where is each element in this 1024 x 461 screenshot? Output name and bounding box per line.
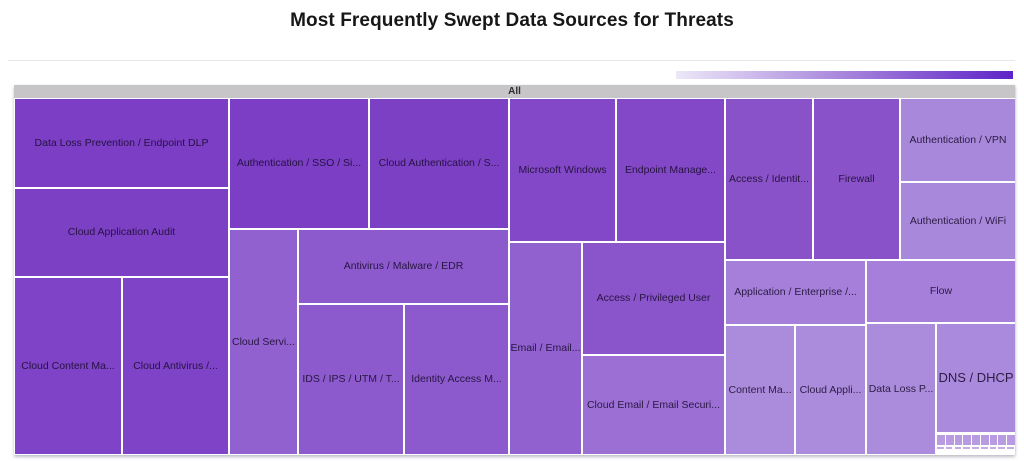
treemap-cell-label: Cloud Application Audit (67, 226, 176, 239)
treemap-cell-label: Flow (929, 285, 953, 298)
treemap-cell[interactable]: Application / Enterprise /... (726, 261, 865, 324)
treemap-mini-cell[interactable] (980, 435, 989, 452)
treemap-cell-label: Access / Identit... (729, 172, 809, 185)
treemap-mini-cell-label-dash (945, 447, 953, 449)
treemap-cell-label: Cloud Content Ma... (21, 359, 115, 372)
treemap-cell[interactable]: Microsoft Windows (510, 99, 615, 241)
chart-title: Most Frequently Swept Data Sources for T… (290, 10, 734, 31)
treemap-cell[interactable]: Cloud Content Ma... (15, 278, 121, 454)
treemap-mini-cell-rect (998, 435, 1007, 445)
treemap-cell[interactable]: Cloud Authentication / S... (370, 99, 508, 228)
treemap-cell[interactable]: Authentication / SSO / Si... (230, 99, 368, 228)
treemap-mini-cell-rect (972, 435, 980, 445)
treemap-cell-label: Access / Privileged User (596, 292, 711, 305)
treemap-mini-cell-label-dash (980, 447, 988, 449)
treemap-root-header[interactable]: All (14, 85, 1015, 98)
treemap-cell[interactable]: Identity Access M... (405, 305, 508, 454)
treemap-cell-label: Application / Enterprise /... (734, 286, 857, 299)
treemap-cell-label: Cloud Antivirus /... (133, 359, 218, 372)
treemap-cell-label: Cloud Appli... (799, 383, 862, 396)
treemap-mini-cell-rect (989, 435, 998, 445)
treemap-mini-cell[interactable] (998, 435, 1007, 452)
treemap-cell-label: DNS / DHCP (938, 369, 1014, 385)
treemap-cell-label: IDS / IPS / UTM / T... (302, 373, 400, 386)
treemap-cell[interactable]: Cloud Email / Email Securi... (583, 356, 724, 454)
header-divider (8, 60, 1015, 61)
treemap-mini-cell[interactable] (963, 435, 972, 452)
treemap-mini-cell-label-dash (937, 447, 944, 449)
treemap-cell-label: Microsoft Windows (518, 163, 607, 176)
treemap-cell-label: Endpoint Manage... (624, 163, 717, 176)
treemap-cell-label: Firewall (838, 172, 875, 185)
treemap-cell-label: Cloud Servi... (231, 335, 296, 348)
treemap-mini-cell-label-dash (972, 447, 979, 449)
treemap-cell-label: Identity Access M... (411, 373, 502, 386)
treemap-root-label: All (508, 86, 521, 97)
treemap-cell[interactable]: Cloud Servi... (230, 230, 297, 454)
treemap-mini-cell-label-dash (963, 447, 970, 449)
treemap: All Data Loss Prevention / Endpoint DLP C… (14, 85, 1016, 455)
treemap-mini-cell-rect (954, 435, 963, 445)
treemap-cell[interactable]: Access / Identit... (726, 99, 812, 259)
treemap-cell-label: Authentication / WiFi (909, 214, 1007, 227)
treemap-cell[interactable]: Email / Email... (510, 243, 581, 454)
treemap-mini-cell-rect (963, 435, 972, 445)
treemap-mini-cell-label-dash (1007, 447, 1014, 449)
treemap-cell[interactable]: Cloud Application Audit (15, 189, 228, 276)
treemap-cell-label: Antivirus / Malware / EDR (343, 260, 464, 273)
treemap-cell[interactable]: DNS / DHCP (937, 324, 1015, 432)
treemap-cell-label: Cloud Email / Email Securi... (586, 398, 721, 411)
color-scale-legend (676, 71, 1013, 79)
treemap-cell[interactable]: Authentication / VPN (901, 99, 1015, 181)
treemap-cell[interactable]: Antivirus / Malware / EDR (299, 230, 508, 303)
treemap-cell-label: Content Ma... (728, 383, 792, 396)
treemap-mini-cell[interactable] (1007, 435, 1016, 452)
treemap-cell[interactable]: Access / Privileged User (583, 243, 724, 354)
treemap-mini-cells-strip (937, 435, 1016, 452)
treemap-mini-cell-label-dash (954, 447, 962, 449)
treemap-mini-cell-rect (980, 435, 989, 445)
treemap-cell[interactable]: Authentication / WiFi (901, 183, 1015, 259)
treemap-mini-cell-rect (937, 435, 945, 445)
treemap-cell[interactable]: Content Ma... (726, 326, 794, 454)
treemap-cell[interactable]: Cloud Antivirus /... (123, 278, 228, 454)
treemap-mini-cell-rect (945, 435, 954, 445)
treemap-cell-label: Authentication / VPN (909, 133, 1007, 146)
treemap-cell-label: Cloud Authentication / S... (378, 157, 500, 170)
treemap-cell[interactable]: Data Loss Prevention / Endpoint DLP (15, 99, 228, 187)
treemap-mini-cell[interactable] (989, 435, 998, 452)
treemap-mini-cell[interactable] (937, 435, 945, 452)
treemap-cell[interactable]: Cloud Appli... (796, 326, 865, 454)
treemap-cell-label: Data Loss P... (868, 382, 934, 395)
treemap-cell[interactable]: Endpoint Manage... (617, 99, 724, 241)
treemap-mini-cell[interactable] (954, 435, 963, 452)
treemap-mini-cell[interactable] (945, 435, 954, 452)
treemap-cell[interactable]: IDS / IPS / UTM / T... (299, 305, 403, 454)
treemap-cell-label: Data Loss Prevention / Endpoint DLP (34, 136, 209, 149)
treemap-cell[interactable]: Data Loss P... (867, 324, 935, 454)
treemap-cells: Data Loss Prevention / Endpoint DLP Cloud… (14, 85, 1016, 455)
treemap-cell[interactable]: Flow (867, 261, 1015, 322)
treemap-cell-label: Email / Email... (510, 342, 581, 355)
treemap-mini-cell-rect (1007, 435, 1016, 445)
treemap-mini-cell-label-dash (998, 447, 1006, 449)
treemap-mini-cell-label-dash (989, 447, 997, 449)
treemap-mini-cell[interactable] (972, 435, 980, 452)
treemap-cell[interactable]: Firewall (814, 99, 899, 259)
treemap-cell-label: Authentication / SSO / Si... (236, 157, 362, 170)
